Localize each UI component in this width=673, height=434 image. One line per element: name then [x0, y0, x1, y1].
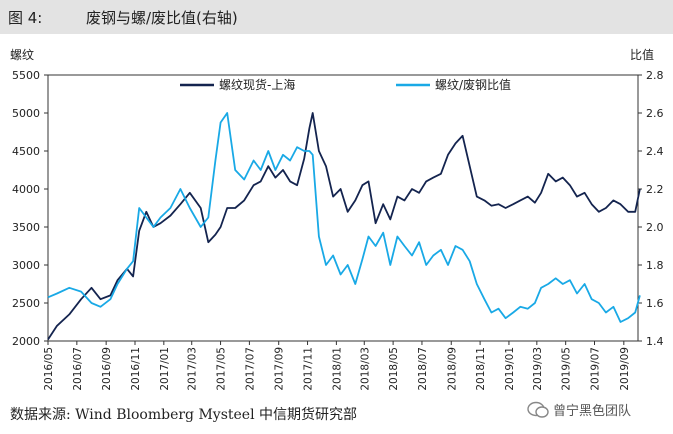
x-tick-labels: 2016/05 2016/07 2016/09 2016/11 2017/01 2017/… [43, 341, 631, 391]
wechat-icon [527, 401, 549, 418]
x-tick-label: 2016/11 [130, 347, 142, 391]
x-tick-label: 2019/03 [532, 347, 544, 391]
figure-footer: 数据来源: Wind Bloomberg Mysteel 中信期货研究部 曾宁黑… [0, 398, 673, 434]
y-right-tick-label: 2.2 [646, 183, 664, 196]
x-tick-label: 2018/11 [475, 347, 487, 391]
plot-border [47, 74, 639, 342]
y-right-tick-label: 2.6 [646, 107, 664, 120]
x-tick-label: 2017/07 [244, 347, 256, 391]
watermark: 曾宁黑色团队 [527, 400, 631, 419]
x-tick-label: 2018/05 [388, 347, 400, 391]
x-tick-label: 2017/09 [274, 347, 286, 391]
x-tick-label: 2018/03 [359, 347, 371, 391]
y-right-tick-label: 2.8 [646, 69, 664, 82]
y-right-tick-label: 2.0 [646, 221, 664, 234]
y-right-tick-label: 2.4 [646, 145, 664, 158]
legend-label-ratio: 螺纹/废钢比值 [435, 77, 511, 92]
x-tick-label: 2017/03 [187, 347, 199, 391]
y-left-tick-label: 3000 [12, 259, 40, 272]
y-left-axis-label: 螺纹 [10, 48, 34, 62]
legend-label-rebar: 螺纹现货-上海 [219, 77, 295, 92]
y-right-tick-label: 1.6 [646, 297, 664, 310]
x-tick-label: 2019/05 [561, 347, 573, 391]
y-left-tick-labels: 2000 2500 3000 3500 4000 4500 5000 5500 [12, 69, 48, 348]
chart-frame [47, 74, 639, 342]
x-tick-label: 2016/09 [101, 347, 113, 391]
x-tick-label: 2017/11 [303, 347, 315, 391]
y-left-tick-label: 2000 [12, 335, 40, 348]
x-tick-label: 2017/05 [216, 347, 228, 391]
x-tick-label: 2016/05 [43, 347, 55, 391]
x-tick-label: 2017/01 [159, 347, 171, 391]
y-right-tick-label: 1.8 [646, 259, 664, 272]
x-tick-label: 2018/01 [331, 347, 343, 391]
y-left-tick-label: 4000 [12, 183, 40, 196]
figure-title: 废钢与螺/废比值(右轴) [86, 9, 238, 27]
x-tick-label: 2018/07 [417, 347, 429, 391]
y-left-tick-label: 4500 [12, 145, 40, 158]
y-left-tick-label: 5000 [12, 107, 40, 120]
legend: 螺纹现货-上海 螺纹/废钢比值 [180, 77, 511, 92]
series-lines [47, 112, 641, 340]
x-tick-label: 2018/09 [446, 347, 458, 391]
y-left-tick-label: 3500 [12, 221, 40, 234]
y-right-axis-label: 比值 [630, 47, 654, 62]
x-tick-label: 2019/01 [504, 347, 516, 391]
x-tick-label: 2019/09 [619, 347, 631, 391]
series-line-ratio [47, 112, 641, 323]
y-left-tick-label: 2500 [12, 297, 40, 310]
series-line-rebar-price [47, 112, 641, 340]
figure-label: 图 4: [8, 9, 43, 27]
y-right-tick-labels: 1.4 1.6 1.8 2.0 2.2 2.4 2.6 2.8 [638, 69, 664, 348]
chart: 螺纹 比值 2000 2500 3000 3500 4000 4500 5000 5500 1… [10, 47, 664, 391]
y-right-tick-label: 1.4 [646, 335, 664, 348]
watermark-text: 曾宁黑色团队 [553, 404, 632, 419]
source-note: 数据来源: Wind Bloomberg Mysteel 中信期货研究部 [10, 407, 358, 423]
figure-header: 图 4: 废钢与螺/废比值(右轴) [0, 0, 673, 34]
y-left-tick-label: 5500 [12, 69, 40, 82]
x-tick-label: 2019/07 [590, 347, 602, 391]
x-tick-label: 2016/07 [72, 347, 84, 391]
